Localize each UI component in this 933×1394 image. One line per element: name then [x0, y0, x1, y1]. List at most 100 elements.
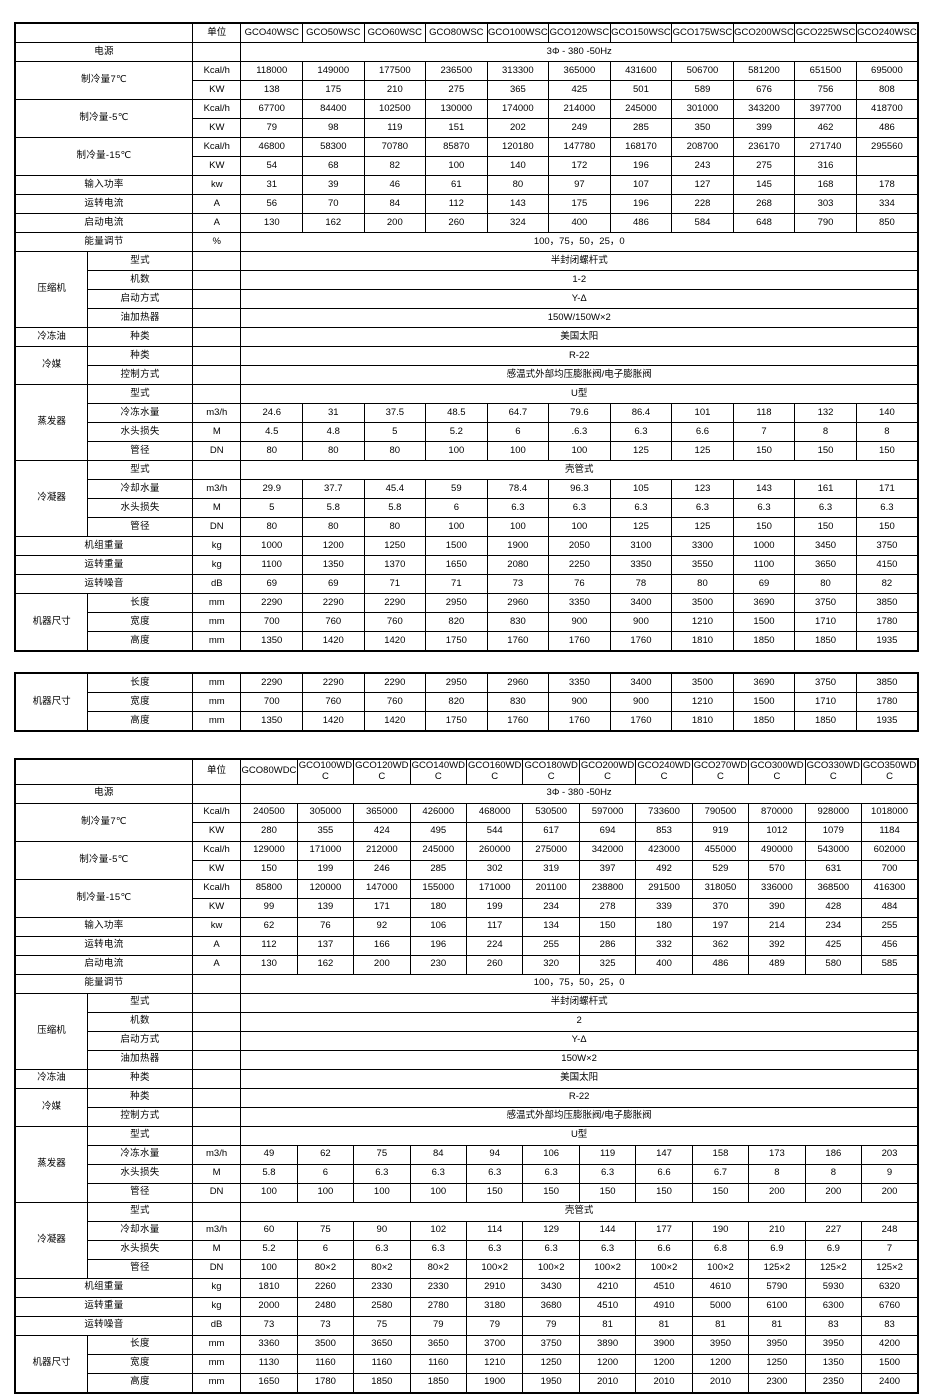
data-cell: 39	[302, 175, 365, 195]
spec-row: 水头损失 M 4.5 4.8 5 5.2 6.6.3 6.3 6.6 7 8 8	[15, 422, 919, 442]
header-model-gco175wsc: GCO175WSC	[671, 22, 734, 43]
data-cell: 260	[465, 954, 524, 975]
wdc-table: 单位 GCO80WDC GCO100WDC GCO120WDC GCO140WDC GCO…	[14, 758, 919, 1394]
spec-row: 冷冻油 种类 美国太阳	[14, 327, 919, 347]
tables-container: 单位 GCO40WSC GCO50WSC GCO60WSC GCO80WSC GCO100…	[14, 22, 919, 1394]
data-cell: 6.8	[691, 1239, 750, 1260]
data-cell: 6.3	[522, 1239, 580, 1260]
data-cell: 2290	[363, 672, 427, 693]
data-cell: 6.6	[635, 1239, 693, 1260]
data-cell: 462	[794, 118, 857, 138]
spec-row: 冷却水量 m3/h 29.9 37.7 45.4 59 78.4 96.3 105 123 143 1…	[15, 479, 919, 499]
data-cell: 79	[409, 1315, 468, 1336]
row-unit: DN	[191, 1258, 242, 1279]
data-cell: 49	[240, 1144, 298, 1165]
data-cell: 140	[855, 403, 919, 423]
data-cell: 107	[609, 175, 673, 195]
data-cell: 486	[855, 118, 919, 138]
data-cell: 1200	[302, 536, 365, 556]
row-label: 运转重量	[14, 555, 194, 575]
spec-row: 水头损失 M 5 5.8 5.8 6 6.3 6.3 6.3 6.3 6.3 6.3 6.3	[15, 498, 919, 518]
data-cell: 260000	[465, 840, 524, 861]
data-cell: 1210	[671, 612, 734, 632]
row-unit: A	[192, 213, 242, 233]
row-unit	[192, 384, 242, 404]
data-cell: 390	[748, 897, 806, 918]
row-label: 高度	[87, 711, 194, 732]
spec-row: KW 150 199 246 285 302 319 397 492 529 570 631 700	[15, 859, 919, 880]
row-unit: Kcal/h	[191, 878, 242, 899]
spec-row: 控制方式 感温式外部均压膨胀阀/电子膨胀阀	[15, 1106, 919, 1127]
category-label: 机器尺寸	[14, 593, 89, 652]
data-cell: 45.4	[363, 479, 427, 499]
data-cell: 129000	[240, 840, 298, 861]
data-cell: 145	[732, 175, 796, 195]
wsc-dimensions-repeat: 机器尺寸 长度 mm 2290 2290 2290 2950 2960 3350 3400 3500…	[14, 672, 919, 732]
row-span-value: 半封闭螺杆式	[240, 251, 919, 271]
data-cell: 102500	[363, 99, 427, 119]
data-cell: 2290	[302, 672, 365, 693]
data-cell: 5.8	[302, 498, 365, 518]
data-cell: 92	[353, 916, 411, 937]
data-cell: 255	[861, 916, 919, 937]
data-cell: 102	[409, 1220, 468, 1241]
data-cell: 6	[486, 422, 550, 442]
data-cell: 302	[465, 859, 524, 880]
data-cell: 6.3	[671, 498, 734, 518]
data-cell: 2300	[748, 1372, 806, 1394]
row-unit: dB	[191, 1315, 242, 1336]
row-label: 高度	[87, 1372, 193, 1394]
data-cell: 1079	[804, 821, 863, 842]
data-cell: 234	[522, 897, 580, 918]
data-cell: 286	[578, 935, 637, 956]
data-cell: 123	[671, 479, 734, 499]
data-cell: 2910	[465, 1277, 524, 1298]
data-cell: 318050	[691, 878, 750, 899]
row-label: 宽度	[87, 612, 194, 632]
data-cell: 105	[609, 479, 673, 499]
data-cell: 98	[302, 118, 365, 138]
spec-row: 制冷量-5℃ Kcal/h 129000 171000 212000 245000 2600…	[14, 840, 919, 880]
data-cell: 529	[691, 859, 750, 880]
data-cell: 100×2	[691, 1258, 750, 1279]
data-cell: 5790	[748, 1277, 806, 1298]
row-span-value: 半封闭螺杆式	[240, 992, 919, 1013]
data-cell: 196	[409, 935, 468, 956]
data-cell: 200	[353, 954, 411, 975]
data-cell: 125×2	[804, 1258, 863, 1279]
data-cell: 1500	[861, 1353, 919, 1374]
data-cell: 180	[409, 897, 468, 918]
row-label: 水头损失	[87, 1239, 193, 1260]
data-cell: 162	[302, 213, 365, 233]
header-model-gco160wdc: GCO160WDC	[465, 758, 524, 785]
spec-row: 冷冻水量 m3/h 49 62 75 84 94 106 119 147 158 173 186 203	[15, 1144, 919, 1165]
data-cell: 59	[425, 479, 488, 499]
spec-row: 管径 DN 100 100 100 100 150 150 150 150 150 200 200 200	[15, 1182, 919, 1203]
data-cell: 870000	[748, 802, 806, 823]
data-cell: 425	[548, 80, 611, 100]
data-cell: 602000	[861, 840, 919, 861]
data-cell: 5	[240, 498, 304, 518]
data-cell: 484	[861, 897, 919, 918]
data-cell: 423000	[635, 840, 693, 861]
data-cell: 2400	[861, 1372, 919, 1394]
row-label: 长度	[87, 593, 194, 613]
data-cell: 1160	[296, 1353, 355, 1374]
data-cell: 143	[732, 479, 796, 499]
data-cell: 201100	[522, 878, 580, 899]
data-cell: 580	[804, 954, 863, 975]
data-cell: 228	[671, 194, 734, 214]
data-cell: 3300	[671, 536, 734, 556]
data-cell: 150	[578, 1182, 637, 1203]
data-cell: 275000	[522, 840, 580, 861]
row-label: 冷冻水量	[87, 403, 194, 423]
data-cell: 2010	[578, 1372, 637, 1394]
data-cell: 171	[353, 897, 411, 918]
data-cell: 31	[302, 403, 365, 423]
data-cell: 5.8	[240, 1163, 298, 1184]
data-cell: 196	[609, 194, 673, 214]
data-cell: 2780	[409, 1296, 468, 1317]
data-cell: 676	[732, 80, 796, 100]
spec-row: 机器尺寸 长度 mm 2290 2290 2290 2950 2960 3350 3400 3500…	[14, 593, 919, 652]
row-unit: Kcal/h	[192, 99, 242, 119]
